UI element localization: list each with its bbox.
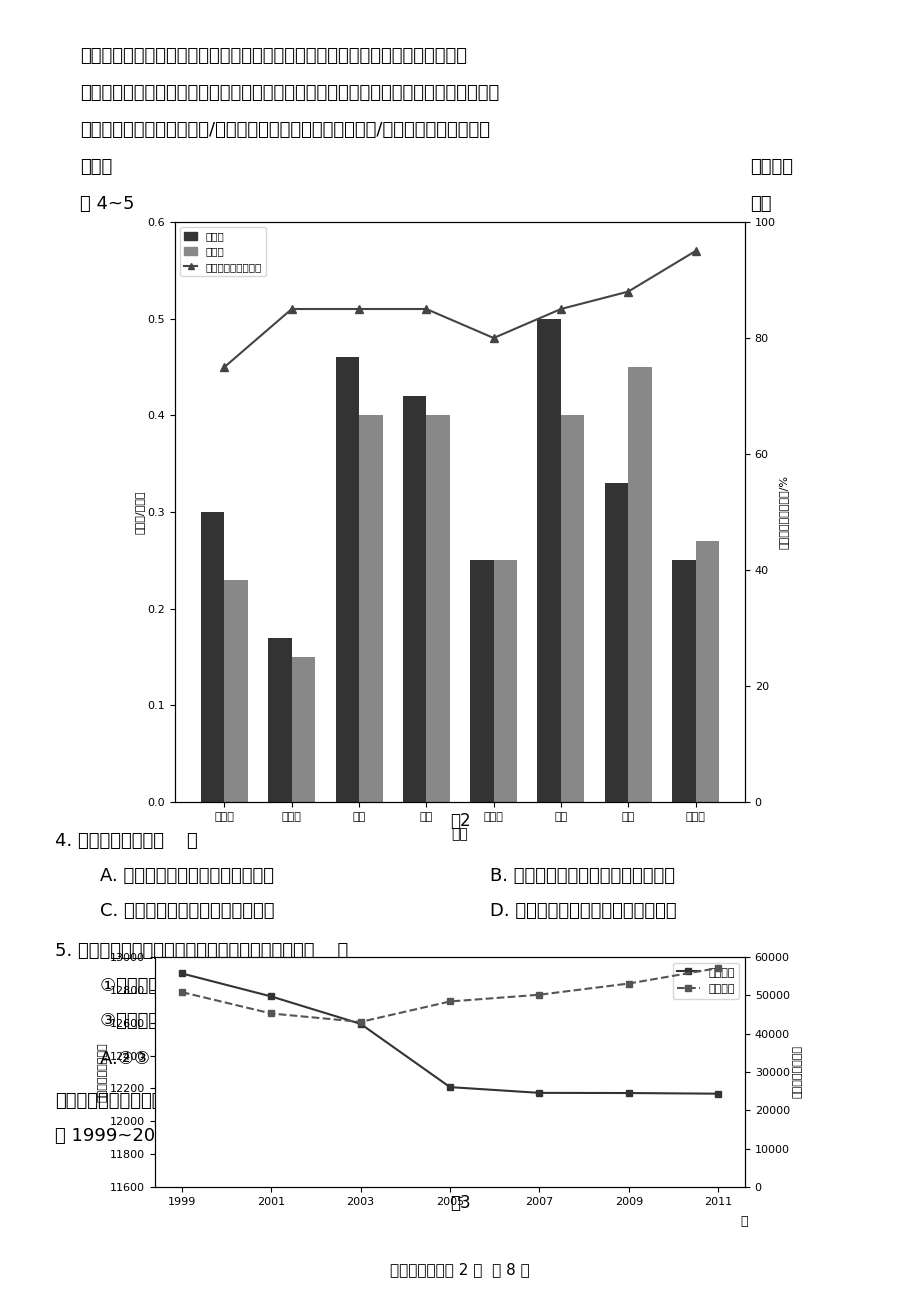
Bar: [335, 357, 358, 802]
Bar: [470, 560, 494, 802]
粮食产量: [622, 975, 633, 991]
Text: ③开辟新的石油运输线路，降低显著流    ④加强海运船队管理，集中时间进口: ③开辟新的石油运输线路，降低显著流 ④加强海运船队管理，集中时间进口: [100, 1012, 488, 1030]
Text: （单位时间内港口最大流量/总流量）和集中度（某港口货流量/区域内所有港口货流总: （单位时间内港口最大流量/总流量）和集中度（某港口货流量/区域内所有港口货流总: [80, 121, 490, 139]
Bar: [403, 396, 425, 802]
Text: A.②③              B.②④              C.①④              D.①③: A.②③ B.②④ C.①④ D.①③: [100, 1049, 543, 1068]
Text: A. 从南非进口的原油时间分配均匀: A. 从南非进口的原油时间分配均匀: [100, 867, 274, 885]
Line: 粮食产量: 粮食产量: [178, 965, 720, 1026]
耕地面积: [355, 1016, 366, 1031]
耕地面积: [712, 1086, 723, 1101]
Legend: 耕地面积, 粮食产量: 耕地面积, 粮食产量: [672, 962, 739, 999]
Text: 图3: 图3: [449, 1194, 470, 1212]
Bar: [561, 415, 584, 802]
Bar: [671, 560, 695, 802]
耕地面积: [622, 1085, 633, 1100]
Text: D. 各货运线路上的石油运量差别较小: D. 各货运线路上的石油运量差别较小: [490, 902, 675, 921]
Text: 成 4~5: 成 4~5: [80, 195, 134, 214]
Text: 我国是人口大国，粮食安全是国家战略重点，而耕地安全是粮食安全的基础。下图示: 我国是人口大国，粮食安全是国家战略重点，而耕地安全是粮食安全的基础。下图示: [55, 1092, 452, 1111]
Text: 图2: 图2: [449, 812, 470, 829]
Bar: [494, 560, 516, 802]
Bar: [604, 483, 628, 802]
Text: 量）。: 量）。: [80, 158, 112, 176]
Bar: [200, 512, 224, 802]
显著流占总流量比例: [286, 301, 297, 316]
Bar: [425, 415, 449, 802]
Y-axis label: 显著流占总货流比例/%: 显著流占总货流比例/%: [777, 475, 788, 549]
粮食产量: [444, 993, 455, 1009]
Text: 中国是全球最大的石油进口国，石油对外依赖度高且以海运为主。一般将流量大于: 中国是全球最大的石油进口国，石油对外依赖度高且以海运为主。一般将流量大于: [80, 47, 467, 65]
显著流占总流量比例: [689, 243, 700, 259]
Text: 均值的货流线成为显著流。下图示意中国海丝之路进口原油货流在八大区域的分布脆弱度: 均值的货流线成为显著流。下图示意中国海丝之路进口原油货流在八大区域的分布脆弱度: [80, 85, 499, 102]
Y-axis label: 粮食产量（万吨）: 粮食产量（万吨）: [792, 1046, 801, 1099]
耕地面积: [533, 1085, 544, 1100]
Y-axis label: 集中度/脆弱度: 集中度/脆弱度: [134, 491, 144, 534]
Bar: [268, 638, 291, 802]
Line: 耕地面积: 耕地面积: [178, 970, 720, 1098]
Text: 题。: 题。: [749, 195, 771, 214]
Bar: [224, 579, 248, 802]
Text: 4. 我国原油进口中（    ）: 4. 我国原油进口中（ ）: [55, 832, 198, 850]
粮食产量: [266, 1005, 277, 1021]
Bar: [628, 367, 651, 802]
Bar: [358, 415, 382, 802]
粮食产量: [355, 1014, 366, 1030]
Text: B. 从欧洲进口的原油集中在少数港口: B. 从欧洲进口的原油集中在少数港口: [490, 867, 675, 885]
X-axis label: 地区: 地区: [451, 827, 468, 841]
显著流占总流量比例: [420, 301, 431, 316]
粮食产量: [176, 984, 187, 1000]
Text: 意 1999~2011 年我国耕地面积与粮食产量变化情况。据此，完成 6~7 题。: 意 1999~2011 年我国耕地面积与粮食产量变化情况。据此，完成 6~7 题…: [55, 1128, 491, 1144]
Bar: [695, 542, 719, 802]
耕地面积: [266, 988, 277, 1004]
Text: 年: 年: [740, 1215, 747, 1228]
Bar: [537, 319, 561, 802]
Legend: 集中度, 脆弱度, 显著流占总流量比例: 集中度, 脆弱度, 显著流占总流量比例: [180, 228, 266, 276]
粮食产量: [533, 987, 544, 1003]
Y-axis label: 耕地面积（万公顷）: 耕地面积（万公顷）: [97, 1042, 108, 1101]
Text: 高二地理试题第 2 页  共 8 页: 高二地理试题第 2 页 共 8 页: [390, 1262, 529, 1277]
显著流占总流量比例: [353, 301, 364, 316]
粮食产量: [712, 960, 723, 975]
Line: 显著流占总流量比例: 显著流占总流量比例: [220, 247, 699, 371]
Text: ①投资建设沿线的中小港口，降低集中度 ②投资核心港口，增加港口的原油货运量: ①投资建设沿线的中小港口，降低集中度 ②投资核心港口，增加港口的原油货运量: [100, 976, 503, 995]
耕地面积: [176, 966, 187, 982]
耕地面积: [444, 1079, 455, 1095]
显著流占总流量比例: [622, 284, 633, 299]
Text: C. 从东北亚进口原油货运险最集中: C. 从东北亚进口原油货运险最集中: [100, 902, 274, 921]
Text: 据此，完: 据此，完: [749, 158, 792, 176]
Bar: [291, 658, 315, 802]
显著流占总流量比例: [555, 301, 566, 316]
显著流占总流量比例: [219, 359, 230, 375]
显著流占总流量比例: [488, 331, 499, 346]
Text: 5. 有利于保障我国海上丝绸之路原油进口的措施是（    ）: 5. 有利于保障我国海上丝绸之路原油进口的措施是（ ）: [55, 943, 348, 960]
